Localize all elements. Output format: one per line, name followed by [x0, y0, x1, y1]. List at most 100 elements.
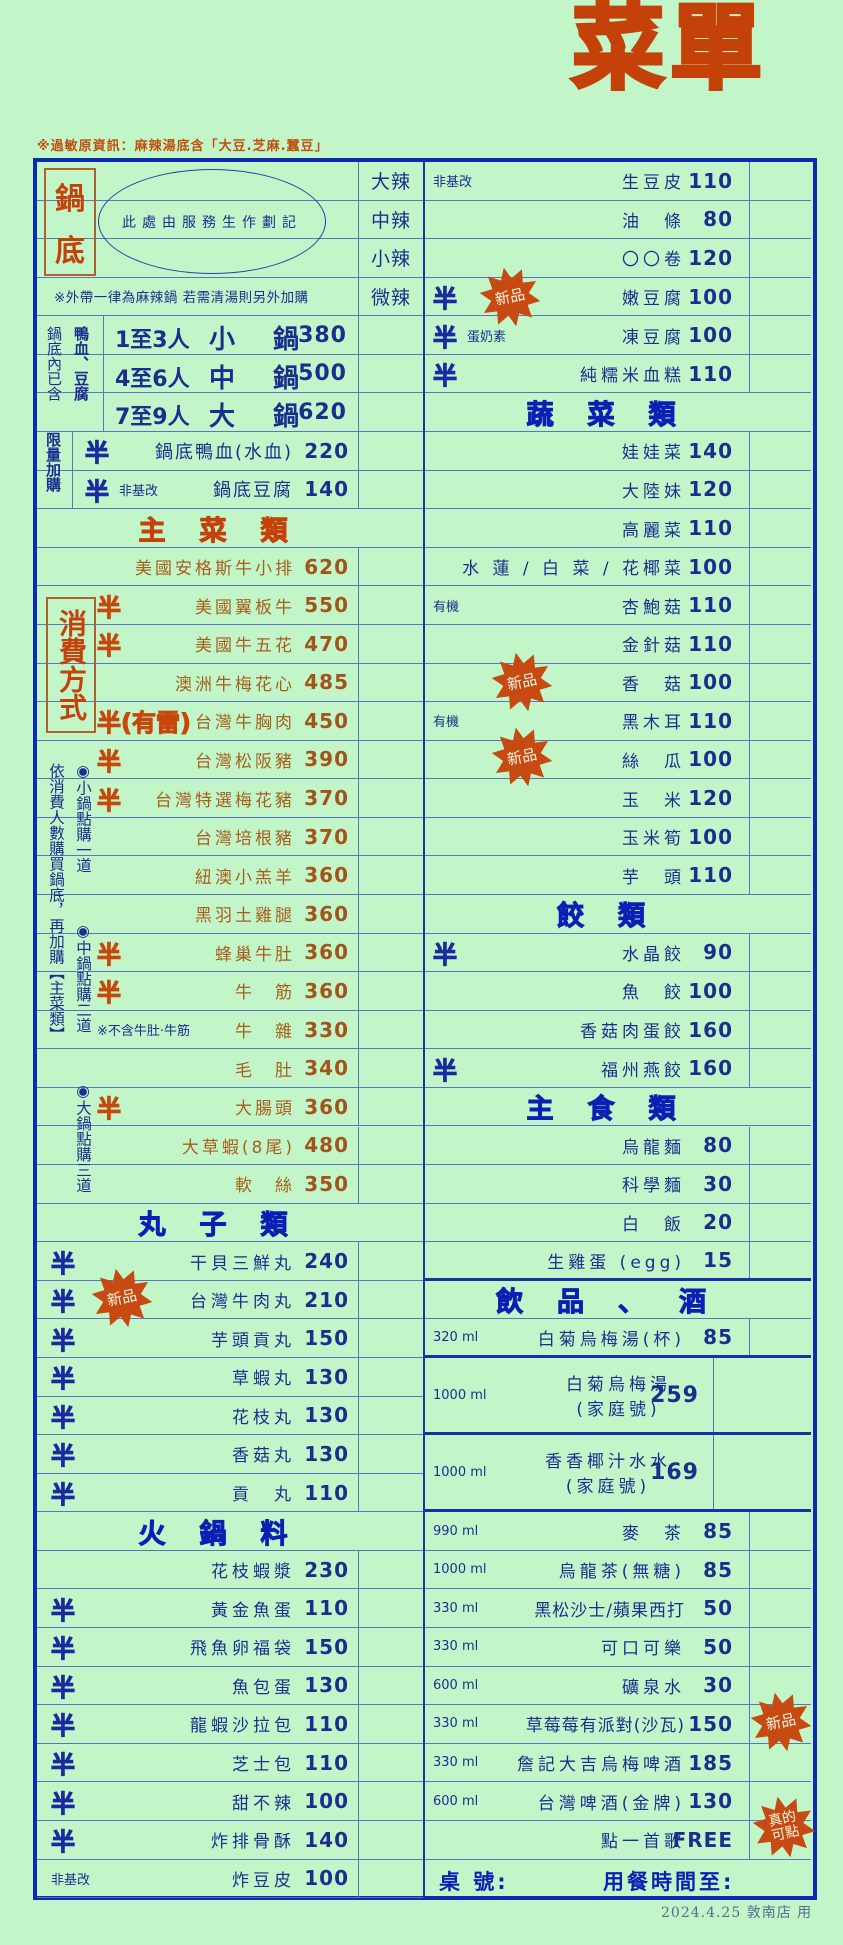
menu-item-row[interactable]: 娃娃菜 140: [425, 432, 811, 471]
price-divider: [358, 740, 423, 779]
menu-item-row[interactable]: 半 黃金魚蛋 110: [37, 1589, 423, 1629]
spice-cell[interactable]: 中辣: [358, 200, 423, 239]
menu-item-row[interactable]: 半 福州燕餃 160: [425, 1049, 811, 1088]
menu-item-row[interactable]: 大陸妹 120: [425, 470, 811, 510]
spice-cell[interactable]: 大辣: [358, 162, 423, 200]
menu-item-row[interactable]: 600 ml 礦泉水 30: [425, 1666, 811, 1706]
dining-time-label[interactable]: 用餐時間至:: [603, 1869, 735, 1894]
menu-item-row[interactable]: 花枝蝦漿 230: [37, 1550, 423, 1590]
menu-item-row[interactable]: 半 炸排骨酥 140: [37, 1820, 423, 1860]
menu-item-row[interactable]: 半 純糯米血糕 110: [425, 354, 811, 394]
menu-item-row[interactable]: 半 大腸頭 360: [37, 1087, 423, 1127]
menu-item-row[interactable]: 非基改 炸豆皮 100: [37, 1859, 423, 1899]
menu-item-row[interactable]: 半 嫩豆腐 100: [425, 277, 811, 317]
menu-item-row[interactable]: 半 甜不辣 100: [37, 1782, 423, 1821]
row-lead: 330 ml: [433, 1744, 478, 1782]
menu-item-row[interactable]: ※不含牛肚‧牛筋 牛 雜 330: [37, 1010, 423, 1050]
menu-item-row[interactable]: 台灣培根豬 370: [37, 817, 423, 857]
item-price: 220: [304, 438, 349, 463]
menu-item-row[interactable]: 半 芝士包 110: [37, 1743, 423, 1783]
menu-item-row[interactable]: 非基改 生豆皮 110: [425, 162, 811, 201]
item-name: 芝士包: [232, 1755, 295, 1776]
item-price: 100: [688, 978, 733, 1003]
menu-item-row[interactable]: 黑羽土雞腿 360: [37, 895, 423, 934]
menu-item-row[interactable]: 1000 ml 香香椰汁水水 (家庭號) 169: [425, 1435, 811, 1513]
menu-item-row[interactable]: 香菇肉蛋餃 160: [425, 1010, 811, 1050]
item-name: 美國安格斯牛小排: [135, 559, 295, 580]
item-name: 龍蝦沙拉包: [190, 1716, 295, 1737]
menu-item-row[interactable]: 330 ml 可口可樂 50: [425, 1628, 811, 1667]
price-divider: [749, 1010, 811, 1049]
menu-item-row[interactable]: 320 ml 白菊烏梅湯(杯) 85: [425, 1319, 811, 1358]
menu-item-row[interactable]: 半蛋奶素 凍豆腐 100: [425, 316, 811, 355]
spice-level-3[interactable]: 微辣: [370, 287, 411, 310]
menu-item-row[interactable]: 油 條 80: [425, 200, 811, 240]
menu-item-row[interactable]: 白 飯 20: [425, 1203, 811, 1243]
menu-item-row[interactable]: 玉 米 120: [425, 779, 811, 818]
spice-cell[interactable]: 小辣: [358, 239, 423, 277]
spice-level-0[interactable]: 大辣: [370, 171, 411, 194]
menu-item-row[interactable]: 半 魚包蛋 130: [37, 1666, 423, 1706]
item-name: 黑羽土雞腿: [195, 906, 295, 927]
menu-item-row[interactable]: 600 ml 台灣啤酒(金牌) 130: [425, 1782, 811, 1821]
menu-item-row[interactable]: 半 飛魚卵福袋 150: [37, 1628, 423, 1667]
half-portion-mark: 半(有雷): [97, 709, 192, 738]
menu-item-row[interactable]: 高麗菜 110: [425, 509, 811, 548]
menu-item-row[interactable]: 半 台灣松阪豬 390: [37, 740, 423, 780]
menu-item-row[interactable]: 烏龍麵 80: [425, 1126, 811, 1166]
menu-item-row[interactable]: 半 草蝦丸 130: [37, 1357, 423, 1397]
menu-item-row[interactable]: 330 ml 黑松沙士/蘋果西打 50: [425, 1589, 811, 1629]
menu-item-row[interactable]: 香 菇 100: [425, 663, 811, 703]
menu-item-row[interactable]: 有機 黑木耳 110: [425, 702, 811, 741]
menu-item-row[interactable]: 大草蝦(8尾) 480: [37, 1126, 423, 1166]
spice-cell[interactable]: 微辣: [358, 277, 423, 316]
menu-item-row[interactable]: 科學麵 30: [425, 1165, 811, 1204]
price-divider: [749, 817, 811, 856]
menu-item-row[interactable]: 半 水晶餃 90: [425, 933, 811, 973]
menu-item-row[interactable]: 330 ml 草莓莓有派對(沙瓦) 150: [425, 1705, 811, 1744]
menu-item-row[interactable]: 半 貢 丸 110: [37, 1473, 423, 1513]
menu-item-row[interactable]: 半 美國翼板牛 550: [37, 586, 423, 625]
menu-item-row[interactable]: 半 芋頭貢丸 150: [37, 1319, 423, 1358]
half-portion-mark: 半: [51, 1751, 76, 1780]
menu-item-row[interactable]: 玉米筍 100: [425, 817, 811, 857]
menu-item-row[interactable]: 330 ml 詹記大吉烏梅啤酒 185: [425, 1743, 811, 1783]
menu-item-row[interactable]: 990 ml 麥 茶 85: [425, 1512, 811, 1551]
menu-item-row[interactable]: 半 蜂巢牛肚 360: [37, 933, 423, 973]
spice-level-1[interactable]: 中辣: [370, 209, 411, 232]
menu-item-row[interactable]: 水 蓮 / 白 菜 / 花椰菜 100: [425, 547, 811, 587]
spice-level-2[interactable]: 小辣: [370, 248, 411, 271]
menu-item-row[interactable]: 芋 頭 110: [425, 856, 811, 896]
staff-mark-oval[interactable]: 此處由服務生作劃記: [98, 169, 326, 274]
menu-item-row[interactable]: 魚 餃 100: [425, 972, 811, 1011]
menu-item-row[interactable]: 紐澳小羔羊 360: [37, 856, 423, 896]
menu-item-row[interactable]: 半 牛 筋 360: [37, 972, 423, 1011]
menu-item-row[interactable]: 半 美國牛五花 470: [37, 624, 423, 664]
menu-item-row[interactable]: 半 干貝三鮮丸 240: [37, 1242, 423, 1281]
menu-item-row[interactable]: 有機 杏鮑菇 110: [425, 586, 811, 625]
menu-item-row[interactable]: 半 台灣特選梅花豬 370: [37, 779, 423, 818]
menu-item-row[interactable]: 1000 ml 白菊烏梅湯 (家庭號) 259: [425, 1357, 811, 1436]
menu-item-row[interactable]: 軟 絲 350: [37, 1165, 423, 1204]
menu-item-row[interactable]: 半 香菇丸 130: [37, 1435, 423, 1474]
table-number-label[interactable]: 桌 號:: [439, 1869, 509, 1894]
menu-item-row[interactable]: 生雞蛋 (egg) 15: [425, 1242, 811, 1281]
menu-item-row[interactable]: 半 龍蝦沙拉包 110: [37, 1705, 423, 1744]
included-items: 鴨血、豆腐: [72, 326, 90, 401]
price-divider: [358, 470, 423, 509]
menu-item-row[interactable]: 毛 肚 340: [37, 1049, 423, 1088]
menu-item-row[interactable]: 金針菇 110: [425, 624, 811, 664]
menu-item-row[interactable]: 半(有雷) 台灣牛胸肉 450: [37, 702, 423, 741]
menu-item-row[interactable]: 〇〇卷 120: [425, 239, 811, 278]
menu-item-row[interactable]: 1000 ml 烏龍茶(無糖) 85: [425, 1550, 811, 1590]
hotpot-row: 微辣: [37, 277, 423, 317]
menu-item-row[interactable]: 美國安格斯牛小排 620: [37, 547, 423, 587]
menu-item-row[interactable]: 澳洲牛梅花心 485: [37, 663, 423, 703]
item-price: 130: [304, 1364, 349, 1389]
menu-item-row[interactable]: 半 台灣牛肉丸 210: [37, 1280, 423, 1320]
menu-item-row[interactable]: 點一首歌 FREE: [425, 1820, 811, 1860]
menu-item-row[interactable]: 絲 瓜 100: [425, 740, 811, 780]
menu-item-row[interactable]: 半 花枝丸 130: [37, 1396, 423, 1436]
hotpot-row: 1至3人小 鍋 380: [37, 316, 423, 355]
item-price: 85: [703, 1519, 733, 1544]
